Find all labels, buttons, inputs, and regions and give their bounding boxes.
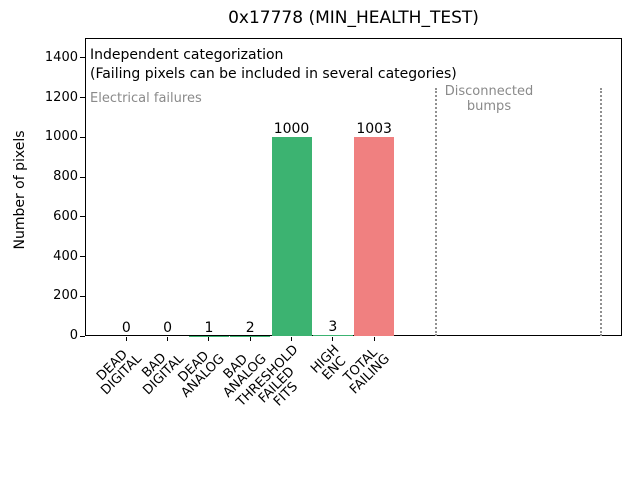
x-tick-mark [125, 337, 127, 341]
y-tick-label: 1000 [44, 129, 78, 145]
y-tick-label: 200 [53, 288, 78, 304]
x-tick-mark [167, 337, 169, 341]
bar-value-label: 1 [204, 319, 214, 336]
y-tick-mark [80, 176, 85, 178]
y-tick-label: 0 [69, 328, 78, 343]
divider-line [600, 88, 603, 336]
annotation-independent-categorization: Independent categorization [90, 47, 284, 63]
plot-area [85, 38, 622, 336]
x-tick-mark [208, 337, 210, 341]
y-tick-label: 1400 [44, 49, 78, 65]
y-tick-label: 1200 [44, 89, 78, 105]
bar [312, 335, 353, 336]
bar-value-label: 0 [121, 320, 131, 336]
x-tick-mark [373, 337, 375, 341]
bar-value-label: 1000 [273, 121, 310, 138]
y-tick-mark [80, 295, 85, 297]
bar-value-label: 0 [163, 320, 173, 336]
annotation-disconnected-bumps: Disconnected bumps [444, 84, 534, 114]
y-axis-label: Number of pixels [12, 130, 28, 250]
bar [271, 137, 312, 336]
y-tick-label: 800 [53, 169, 78, 185]
bar-value-label: 2 [245, 319, 255, 336]
y-tick-label: 600 [53, 208, 78, 224]
bar [354, 136, 395, 336]
y-tick-mark [80, 97, 85, 99]
y-tick-mark [80, 136, 85, 138]
chart-title: 0x17778 (MIN_HEALTH_TEST) [228, 8, 479, 28]
annotation-failing-pixels-note: (Failing pixels can be included in sever… [90, 66, 457, 82]
y-tick-mark [80, 216, 85, 218]
x-tick-mark [332, 337, 334, 341]
x-tick-label: DEAD DIGITAL [94, 347, 146, 399]
y-tick-mark [80, 335, 85, 337]
bar-value-label: 3 [328, 319, 338, 336]
y-tick-mark [80, 256, 85, 258]
x-tick-mark [249, 337, 251, 341]
y-tick-label: 400 [53, 248, 78, 264]
divider-line [435, 88, 438, 336]
y-tick-mark [80, 57, 85, 59]
annotation-electrical-failures: Electrical failures [90, 91, 202, 106]
x-tick-label: TOTAL FAILING [341, 345, 394, 398]
bar-value-label: 1003 [356, 120, 392, 137]
x-tick-mark [291, 337, 293, 341]
x-tick-label: DEAD ANALOG [175, 348, 229, 401]
